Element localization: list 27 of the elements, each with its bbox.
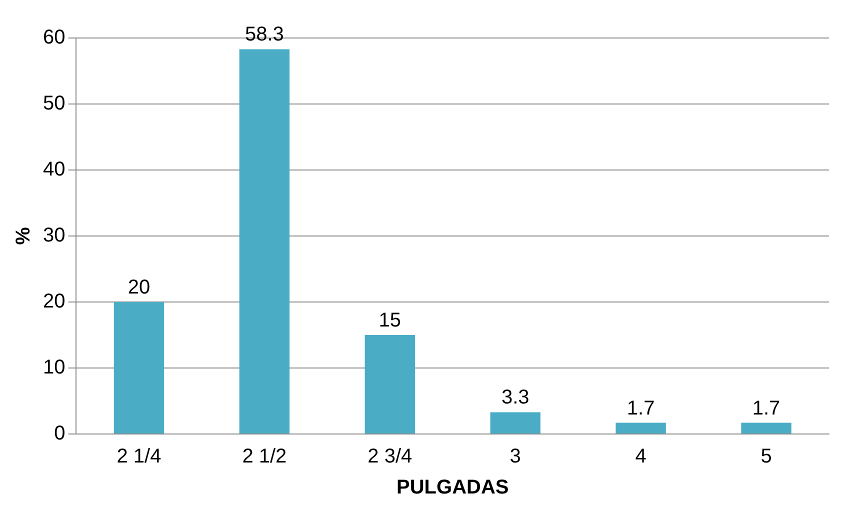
bar: [490, 412, 540, 434]
data-label: 15: [378, 310, 402, 332]
data-label: 3.3: [501, 386, 530, 409]
data-label: 1.7: [752, 397, 780, 420]
bar: [741, 422, 792, 434]
x-tick-label: 3: [510, 446, 521, 468]
data-label: 20: [128, 276, 150, 299]
data-label: 58.3: [244, 24, 284, 46]
y-tick-label: 10: [42, 356, 66, 379]
y-tick-label: 30: [42, 224, 66, 247]
y-tick-label: 50: [42, 92, 66, 115]
x-axis-title: PULGADAS: [396, 476, 509, 499]
bar: [114, 302, 164, 434]
y-tick-label: 60: [42, 26, 66, 49]
x-tick-label: 5: [760, 446, 772, 468]
data-label: 1.7: [626, 397, 655, 420]
bar: [364, 335, 415, 434]
y-tick-label: 40: [42, 158, 66, 181]
x-tick-label: 2 1/4: [116, 446, 162, 468]
x-tick-label: 4: [635, 446, 646, 468]
bar: [239, 49, 290, 434]
y-axis-title: %: [12, 226, 35, 245]
y-tick-label: 20: [42, 290, 66, 313]
y-tick-label: 0: [54, 422, 66, 445]
bar: [616, 422, 666, 434]
x-tick-label: 2 3/4: [368, 446, 412, 468]
x-tick-label: 2 1/2: [242, 446, 287, 468]
